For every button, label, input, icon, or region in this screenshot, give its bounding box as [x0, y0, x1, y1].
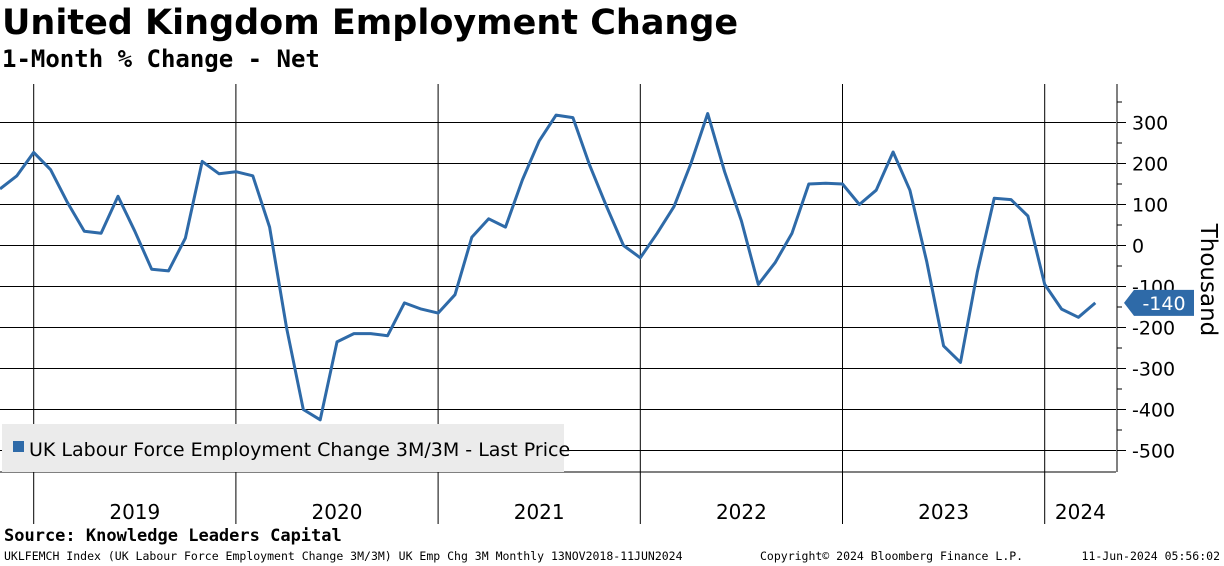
y-tick-label: -500: [1132, 441, 1175, 463]
y-tick-label: -300: [1132, 359, 1175, 381]
y-tick-label: 100: [1132, 195, 1168, 217]
footer-ticker: UKLFEMCH Index (UK Labour Force Employme…: [4, 549, 683, 563]
y-tick-label: -400: [1132, 400, 1175, 422]
last-value-label: -140: [1142, 293, 1185, 315]
x-tick-label: 2023: [918, 500, 969, 524]
x-tick-label: 2024: [1055, 500, 1106, 524]
legend-background: [2, 424, 564, 472]
y-tick-label: -200: [1132, 318, 1175, 340]
legend-swatch: [13, 441, 24, 452]
chart-title: United Kingdom Employment Change: [2, 3, 739, 43]
footer-timestamp: 11-Jun-2024 05:56:02: [1081, 549, 1220, 563]
y-tick-label: 0: [1132, 236, 1144, 258]
x-tick-label: 2022: [716, 500, 767, 524]
x-tick-label: 2019: [109, 500, 160, 524]
y-tick-label: 200: [1132, 154, 1168, 176]
chart-subtitle: 1-Month % Change - Net: [2, 45, 320, 73]
legend: UK Labour Force Employment Change 3M/3M …: [2, 424, 570, 472]
x-axis: 2019 2020 2021 2022 2023 2024: [0, 471, 1116, 524]
y-axis-label: Thousand: [1195, 223, 1221, 337]
grid-layer: [0, 84, 1116, 524]
series-line: [0, 112, 1097, 422]
y-tick-label: 300: [1132, 113, 1168, 135]
series-layer: [0, 112, 1097, 422]
footer-copyright: Copyright© 2024 Bloomberg Finance L.P.: [760, 549, 1024, 563]
x-tick-label: 2020: [312, 500, 363, 524]
last-value-tag: [1124, 289, 1194, 316]
source-note: Source: Knowledge Leaders Capital: [4, 526, 342, 546]
x-tick-label: 2021: [514, 500, 565, 524]
legend-label: UK Labour Force Employment Change 3M/3M …: [29, 439, 570, 461]
